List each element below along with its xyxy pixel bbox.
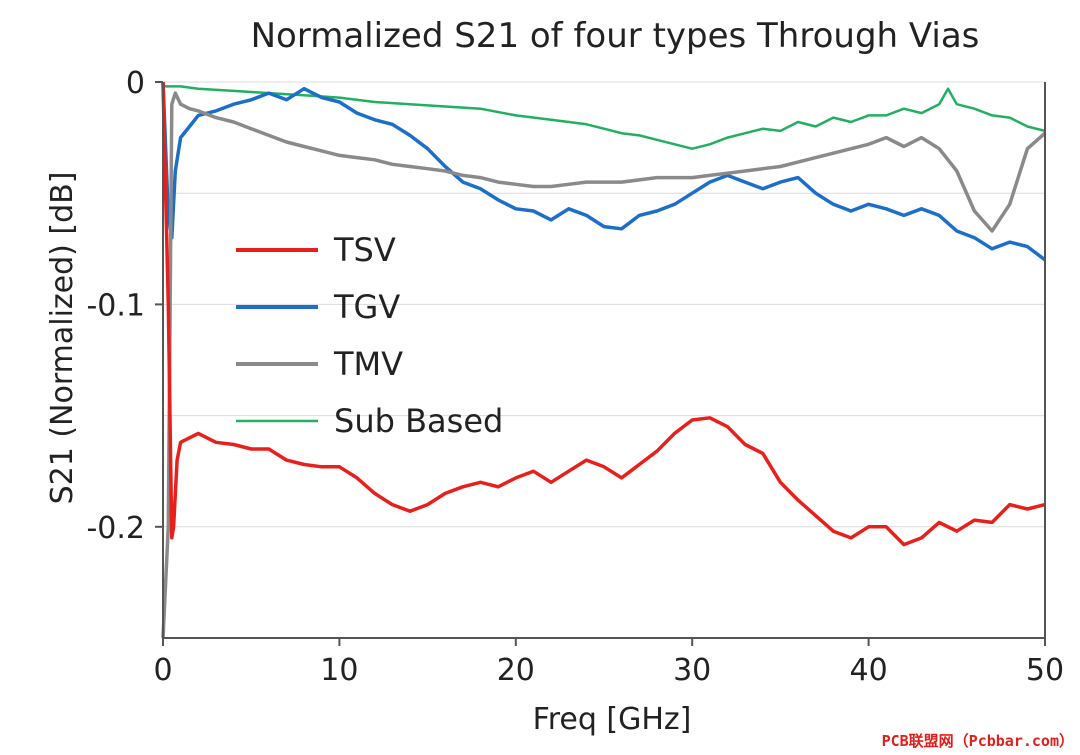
legend-label: TSV [333, 231, 396, 269]
x-tick-label: 50 [1026, 653, 1064, 688]
y-tick-label: -0.1 [86, 288, 145, 323]
legend-label: TMV [333, 345, 403, 383]
x-tick-label: 0 [153, 653, 172, 688]
series-line-tmv [161, 91, 1047, 639]
x-axis-ticks: 0 10 20 30 40 50 [153, 638, 1064, 688]
y-tick-label: 0 [126, 66, 145, 101]
legend-label: TGV [333, 288, 400, 326]
x-tick-label: 20 [497, 653, 535, 688]
x-axis-label: Freq [GHz] [533, 702, 692, 737]
x-tick-label: 30 [673, 653, 711, 688]
x-tick-label: 10 [320, 653, 358, 688]
y-axis-label: S21 (Normalized) [dB] [45, 172, 80, 505]
y-axis-ticks: 0 -0.1 -0.2 [86, 66, 163, 546]
y-tick-label: -0.2 [86, 511, 145, 546]
axes [162, 82, 1046, 639]
x-tick-label: 40 [850, 653, 888, 688]
series-line-tgv [161, 81, 1047, 262]
plot-series [161, 81, 1047, 639]
series-line-sub-based [163, 85, 1046, 150]
watermark: PCB联盟网（Pcbbar.com） [881, 732, 1074, 750]
grid [163, 81, 1045, 639]
series-line-tsv [161, 81, 1046, 547]
legend-label: Sub Based [334, 402, 503, 440]
chart-title: Normalized S21 of four types Through Via… [251, 16, 980, 56]
legend: TSV TGV TMV Sub Based [236, 231, 503, 440]
